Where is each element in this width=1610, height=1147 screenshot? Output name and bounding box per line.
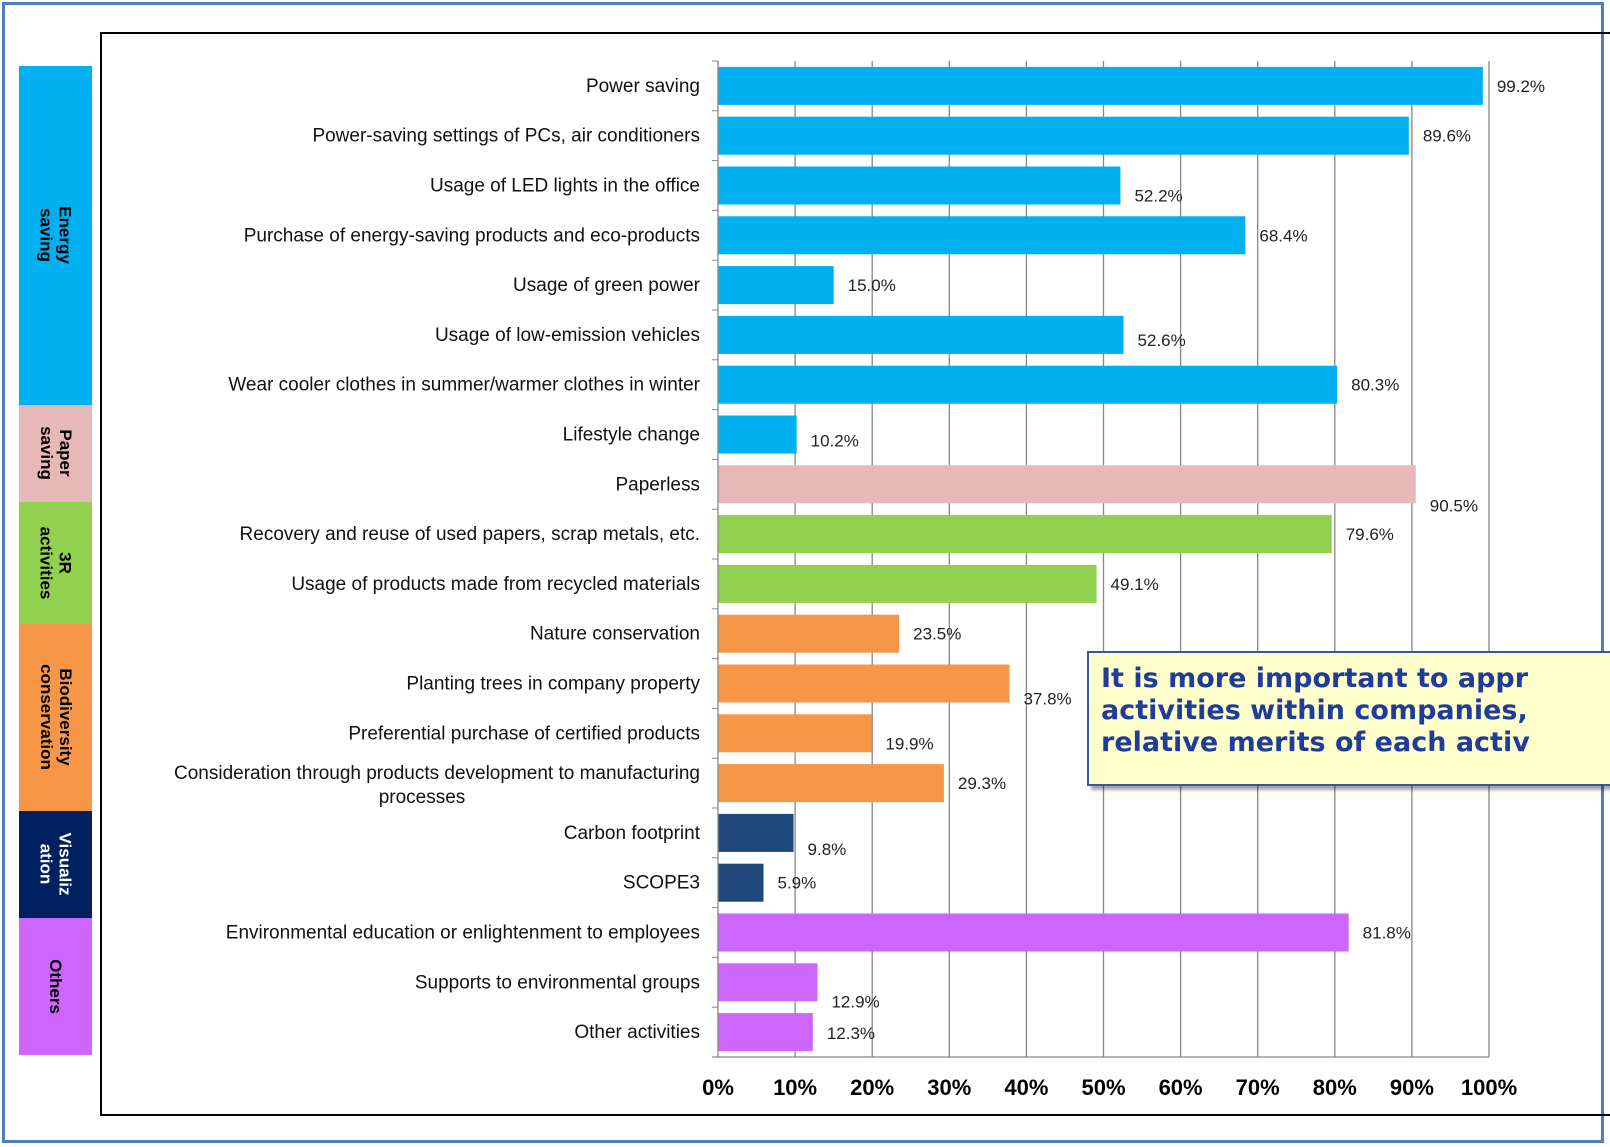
- data-label: 68.4%: [1259, 226, 1307, 245]
- group-band-energy: Energy saving: [19, 66, 92, 405]
- category-label: Usage of products made from recycled mat…: [291, 574, 700, 595]
- bar: [718, 564, 1097, 603]
- bar: [718, 614, 900, 653]
- group-band-threeR: 3R activities: [19, 501, 92, 624]
- category-label: Planting trees in company property: [406, 674, 700, 695]
- data-label: 79.6%: [1346, 525, 1394, 544]
- category-label: Preferential purchase of certified produ…: [348, 723, 700, 744]
- bar: [718, 315, 1124, 354]
- x-tick-label: 80%: [1313, 1075, 1357, 1100]
- data-label: 89.6%: [1423, 127, 1471, 146]
- x-tick-label: 40%: [1004, 1075, 1048, 1100]
- x-tick-label: 70%: [1236, 1075, 1280, 1100]
- group-band-bio: Biodiversity conservation: [19, 623, 92, 811]
- data-label: 19.9%: [885, 734, 933, 753]
- data-label: 81.8%: [1363, 924, 1411, 943]
- bar: [718, 963, 818, 1002]
- plot-area-border: [100, 32, 1610, 1116]
- data-label: 37.8%: [1023, 690, 1071, 709]
- data-label: 52.2%: [1134, 187, 1182, 206]
- category-label: Wear cooler clothes in summer/warmer clo…: [228, 375, 700, 396]
- category-label: Nature conservation: [530, 624, 700, 645]
- bar: [718, 415, 797, 454]
- data-label: 12.3%: [827, 1024, 875, 1043]
- data-label: 29.3%: [958, 774, 1006, 793]
- category-label: SCOPE3: [623, 873, 700, 894]
- x-tick-label: 50%: [1081, 1075, 1125, 1100]
- bar: [718, 863, 764, 902]
- bar: [718, 266, 834, 305]
- bar: [718, 116, 1409, 155]
- category-label: Consideration through products developme…: [174, 763, 700, 784]
- bar: [718, 66, 1483, 105]
- group-band-paper: Paper saving: [19, 404, 92, 502]
- category-label: processes: [379, 787, 466, 808]
- bar: [718, 166, 1121, 205]
- category-label: Supports to environmental groups: [415, 972, 700, 993]
- data-label: 10.2%: [811, 432, 859, 451]
- data-label: 90.5%: [1430, 496, 1478, 515]
- category-label: Carbon footprint: [564, 823, 701, 844]
- bar: [718, 714, 872, 753]
- data-label: 9.8%: [808, 840, 847, 859]
- x-tick-label: 20%: [850, 1075, 894, 1100]
- category-label: Other activities: [574, 1022, 700, 1043]
- x-tick-label: 60%: [1159, 1075, 1203, 1100]
- x-tick-label: 0%: [702, 1075, 734, 1100]
- category-label: Power saving: [586, 76, 700, 97]
- bar: [718, 465, 1416, 504]
- bar: [718, 216, 1246, 255]
- bar: [718, 365, 1338, 404]
- data-label: 12.9%: [831, 992, 879, 1011]
- x-tick-label: 30%: [927, 1075, 971, 1100]
- bar: [718, 813, 794, 852]
- data-label: 5.9%: [777, 874, 816, 893]
- bar: [718, 664, 1010, 703]
- category-label: Usage of LED lights in the office: [430, 176, 700, 197]
- callout-box: It is more important to appr activities …: [1087, 651, 1610, 786]
- bar: [718, 764, 944, 803]
- bar: [718, 1013, 813, 1052]
- category-label: Paperless: [616, 474, 701, 495]
- x-tick-label: 10%: [773, 1075, 817, 1100]
- bar: [718, 913, 1349, 952]
- group-band-visual: Visualiz ation: [19, 810, 92, 918]
- category-label: Usage of low-emission vehicles: [435, 325, 700, 346]
- data-label: 99.2%: [1497, 77, 1545, 96]
- group-band-others: Others: [19, 917, 92, 1055]
- data-label: 15.0%: [848, 276, 896, 295]
- category-label: Power-saving settings of PCs, air condit…: [312, 126, 700, 147]
- category-label: Usage of green power: [513, 275, 701, 296]
- category-label: Lifestyle change: [563, 425, 700, 446]
- data-label: 23.5%: [913, 625, 961, 644]
- category-label: Purchase of energy-saving products and e…: [244, 225, 700, 246]
- bar: [718, 515, 1332, 554]
- category-label: Recovery and reuse of used papers, scrap…: [240, 524, 700, 545]
- data-label: 80.3%: [1351, 376, 1399, 395]
- x-tick-label: 90%: [1390, 1075, 1434, 1100]
- x-tick-label: 100%: [1461, 1075, 1517, 1100]
- category-label: Environmental education or enlightenment…: [226, 923, 700, 944]
- data-label: 49.1%: [1111, 575, 1159, 594]
- data-label: 52.6%: [1138, 331, 1186, 350]
